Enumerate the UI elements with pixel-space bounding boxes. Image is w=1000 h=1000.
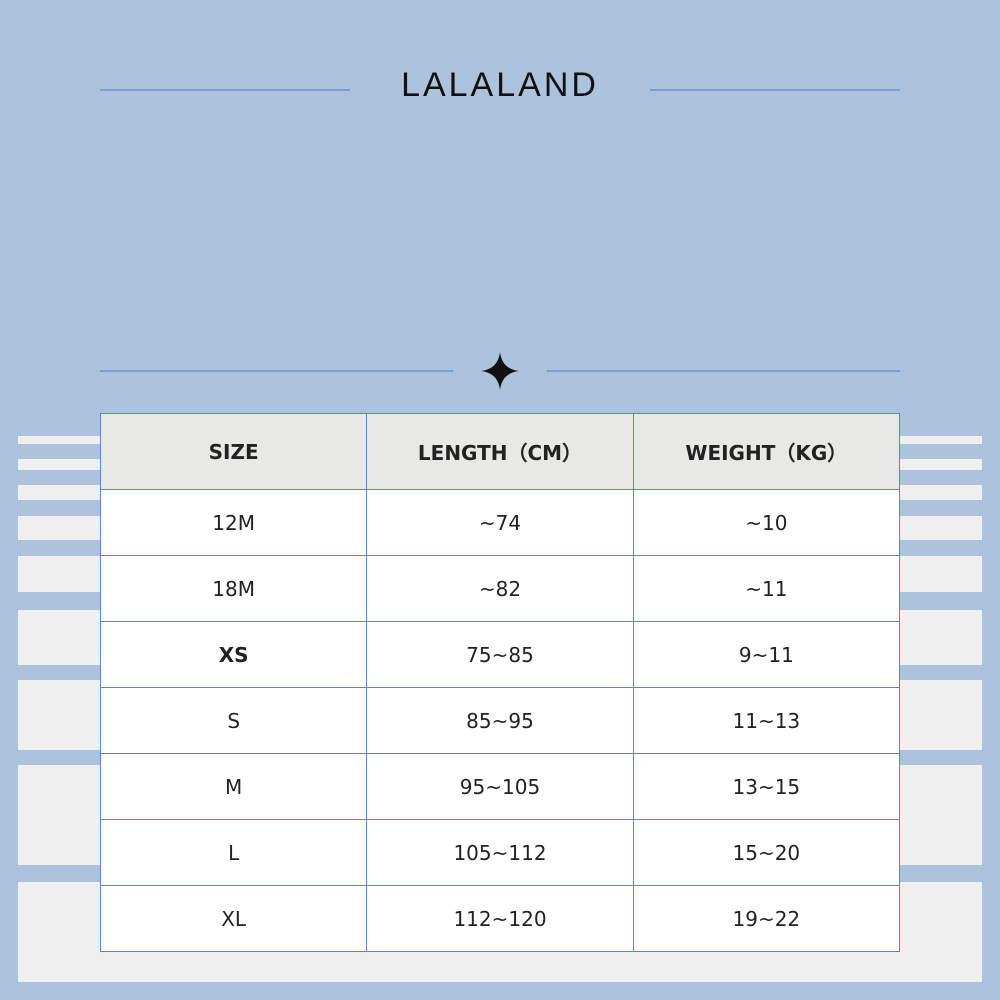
table-cell: 18M xyxy=(99,555,368,622)
table-cell: 15~20 xyxy=(632,819,901,886)
header-cell: SIZE xyxy=(99,413,368,490)
table-row: 18M ~82 ~11 xyxy=(99,555,901,622)
table-cell: ~82 xyxy=(366,555,634,622)
table-cell: 13~15 xyxy=(632,753,901,820)
table-cell: 105~112 xyxy=(366,819,634,886)
table-row: M 95~105 13~15 xyxy=(99,753,901,820)
table-cell: S xyxy=(99,687,368,754)
table-row: S 85~95 11~13 xyxy=(99,687,901,754)
table-cell: 19~22 xyxy=(632,885,901,952)
table-row: 12M ~74 ~10 xyxy=(99,489,901,556)
table-cell: 85~95 xyxy=(366,687,634,754)
table-row: XS 75~85 9~11 xyxy=(99,621,901,688)
divider-lines xyxy=(100,89,900,372)
table-cell: 9~11 xyxy=(632,621,901,688)
table-cell: L xyxy=(99,819,368,886)
table-cell: XL xyxy=(99,885,368,952)
brand: LALALAND xyxy=(401,66,599,104)
table-cell: 95~105 xyxy=(366,753,634,820)
table-row: L 105~112 15~20 xyxy=(99,819,901,886)
header-row: SIZE LENGTH（CM） WEIGHT（KG） xyxy=(99,413,901,490)
size-table: SIZE LENGTH（CM） WEIGHT（KG） 12M ~74 ~10 18M ~82… xyxy=(99,413,901,952)
table-cell: 112~120 xyxy=(366,885,634,952)
header-cell: WEIGHT（KG） xyxy=(632,413,901,490)
table-cell: M xyxy=(99,753,368,820)
table-cell: ~11 xyxy=(632,555,901,622)
header-cell: LENGTH（CM） xyxy=(366,413,634,490)
table-cell: 12M xyxy=(99,489,368,556)
table-row: XL 112~120 19~22 xyxy=(99,885,901,952)
table-cell: ~74 xyxy=(366,489,634,556)
table-cell: ~10 xyxy=(632,489,901,556)
title: SIZE CHART xyxy=(105,98,895,366)
star-icon xyxy=(481,352,519,390)
table-cell: XS xyxy=(99,621,368,688)
table-cell: 11~13 xyxy=(632,687,901,754)
table-cell: 75~85 xyxy=(366,621,634,688)
